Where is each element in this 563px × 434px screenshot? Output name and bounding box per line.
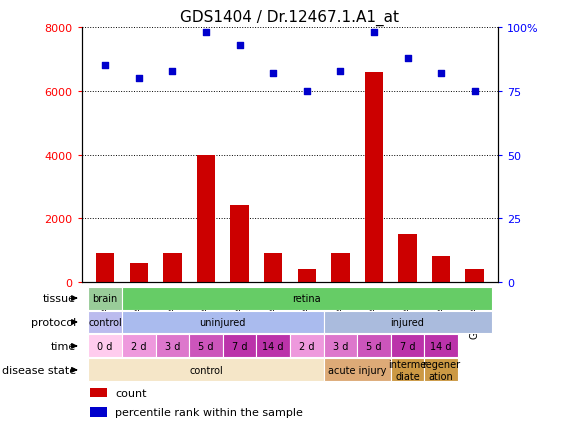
Bar xyxy=(432,256,450,282)
Bar xyxy=(129,263,148,282)
Bar xyxy=(256,335,290,358)
Bar xyxy=(264,253,283,282)
Bar xyxy=(223,335,256,358)
Bar xyxy=(88,358,324,381)
Bar xyxy=(122,335,155,358)
Text: count: count xyxy=(115,388,146,398)
Text: tissue: tissue xyxy=(43,293,76,303)
Point xyxy=(235,43,244,49)
Text: 5 d: 5 d xyxy=(366,341,382,351)
Bar xyxy=(425,358,458,381)
Text: protocol: protocol xyxy=(31,317,76,327)
Bar xyxy=(163,253,182,282)
Text: uninjured: uninjured xyxy=(199,317,246,327)
Bar xyxy=(331,253,350,282)
Text: 7 d: 7 d xyxy=(232,341,247,351)
Bar xyxy=(357,335,391,358)
Bar xyxy=(365,72,383,282)
Point xyxy=(403,55,412,62)
Bar xyxy=(189,335,223,358)
Bar xyxy=(88,335,122,358)
Bar xyxy=(88,311,122,334)
Text: 3 d: 3 d xyxy=(164,341,180,351)
Bar xyxy=(290,335,324,358)
Text: acute injury: acute injury xyxy=(328,365,386,375)
Text: regener
ation: regener ation xyxy=(422,359,460,381)
Bar xyxy=(324,335,357,358)
Bar xyxy=(90,408,106,417)
Bar xyxy=(391,335,425,358)
Point xyxy=(269,70,278,77)
Text: interme
diate: interme diate xyxy=(388,359,427,381)
Title: GDS1404 / Dr.12467.1.A1_at: GDS1404 / Dr.12467.1.A1_at xyxy=(181,9,399,26)
Point xyxy=(369,30,378,37)
Text: 5 d: 5 d xyxy=(198,341,214,351)
Text: 2 d: 2 d xyxy=(299,341,315,351)
Text: injured: injured xyxy=(391,317,425,327)
Text: 3 d: 3 d xyxy=(333,341,348,351)
Bar xyxy=(466,270,484,282)
Bar xyxy=(90,388,106,398)
Bar xyxy=(88,287,122,310)
Point xyxy=(470,88,479,95)
Point xyxy=(101,63,110,70)
Bar xyxy=(96,253,114,282)
Point xyxy=(202,30,211,37)
Text: 14 d: 14 d xyxy=(262,341,284,351)
Text: control: control xyxy=(189,365,223,375)
Bar xyxy=(324,358,391,381)
Bar xyxy=(122,311,324,334)
Text: time: time xyxy=(51,341,76,351)
Bar xyxy=(155,335,189,358)
Text: retina: retina xyxy=(292,293,321,303)
Text: disease state: disease state xyxy=(2,365,76,375)
Bar xyxy=(297,270,316,282)
Point xyxy=(336,68,345,75)
Point xyxy=(134,76,143,82)
Text: percentile rank within the sample: percentile rank within the sample xyxy=(115,408,303,417)
Text: 14 d: 14 d xyxy=(430,341,452,351)
Text: brain: brain xyxy=(92,293,118,303)
Bar xyxy=(122,287,491,310)
Bar xyxy=(398,234,417,282)
Point xyxy=(437,70,446,77)
Point xyxy=(302,88,311,95)
Text: 0 d: 0 d xyxy=(97,341,113,351)
Bar xyxy=(230,206,249,282)
Bar xyxy=(425,335,458,358)
Text: control: control xyxy=(88,317,122,327)
Bar xyxy=(324,311,491,334)
Bar xyxy=(196,155,215,282)
Point xyxy=(168,68,177,75)
Text: 2 d: 2 d xyxy=(131,341,146,351)
Bar xyxy=(391,358,425,381)
Text: 7 d: 7 d xyxy=(400,341,415,351)
